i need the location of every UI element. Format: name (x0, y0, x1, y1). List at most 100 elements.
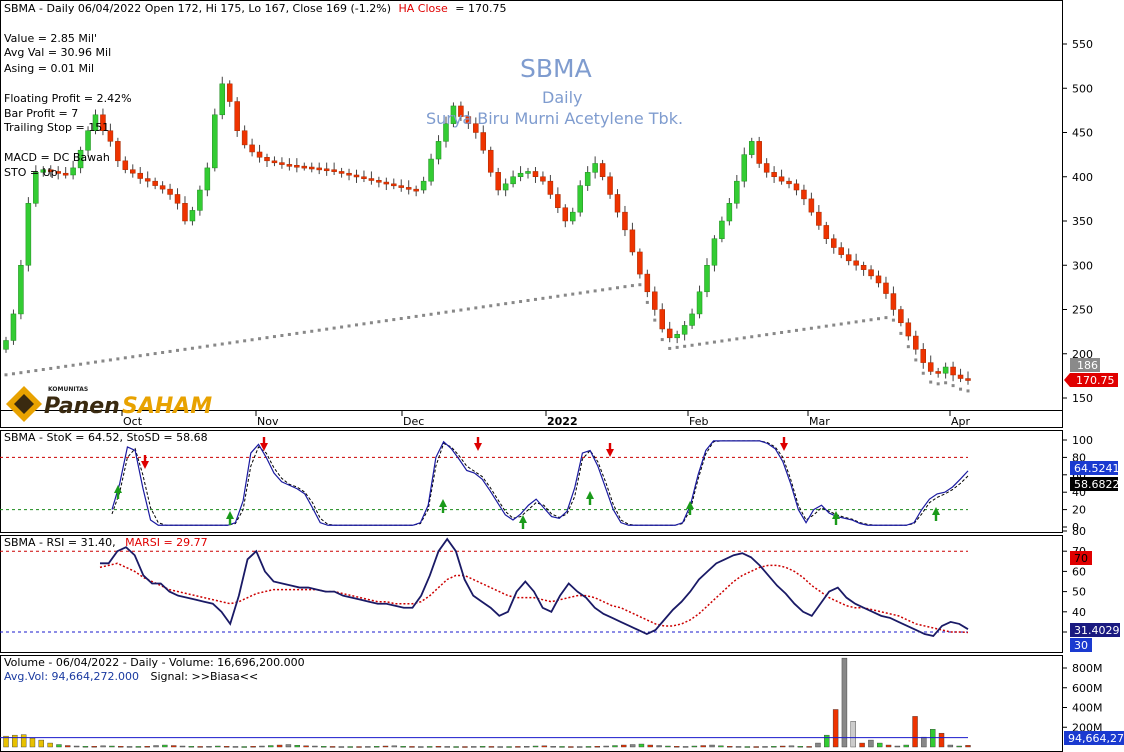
stoch-sell-arrow-stem (262, 437, 266, 443)
candle-body (681, 325, 688, 335)
sar-dot (839, 322, 843, 326)
volume-bar (682, 746, 689, 748)
date-tick-label: Oct (123, 415, 143, 428)
stoch-marker-k-bg (1070, 461, 1118, 475)
marsi-line (99, 562, 969, 634)
candle-body (92, 114, 99, 131)
candle-body (614, 194, 621, 213)
candle-body (517, 172, 524, 178)
candle-body (182, 203, 188, 222)
volume-bar (365, 746, 371, 748)
price-marker-red-pointer (1064, 373, 1070, 387)
candle-body (622, 211, 628, 231)
volume-bar (170, 745, 177, 748)
stoch-sell-arrow-stem (143, 455, 147, 461)
volume-bar (118, 746, 124, 748)
candle-body (629, 229, 636, 253)
candle-body (234, 101, 240, 131)
volume-bar (762, 746, 768, 748)
volume-bar (285, 744, 292, 748)
volume-bar (65, 745, 71, 748)
sar-dot (198, 345, 202, 349)
volume-bar (3, 735, 9, 748)
candle-body (212, 114, 218, 169)
price-marker-gray-bg (1070, 358, 1100, 372)
candle-body (398, 185, 404, 188)
sar-dot (11, 372, 15, 376)
chart-header: SBMA - Daily 06/04/2022 Open 172, Hi 175… (4, 2, 506, 16)
info-floating-profit: Floating Profit = 2.42% (4, 92, 132, 105)
candle-body (405, 187, 412, 190)
candle-body (197, 189, 203, 211)
sar-dot (444, 310, 448, 314)
candle-body (540, 176, 546, 182)
sar-dot (250, 338, 254, 342)
rsi-tick-label: 80 (1072, 525, 1086, 538)
volume-bar (91, 746, 97, 748)
candle-body (555, 194, 561, 208)
volume-bar (903, 744, 909, 748)
header-ohlc: SBMA - Daily 06/04/2022 Open 172, Hi 175… (4, 2, 392, 15)
sar-dot (936, 382, 940, 386)
logo-brand-b: SAHAM (122, 394, 213, 419)
candle-body (584, 172, 591, 186)
sar-dot (914, 358, 918, 362)
sar-dot (377, 320, 381, 324)
volume-bar (391, 745, 398, 748)
sar-dot (437, 311, 441, 315)
sar-dot (347, 324, 351, 328)
volume-bar (197, 746, 203, 748)
sar-dot (504, 302, 508, 306)
candle-body (62, 172, 69, 176)
candle-body (950, 366, 956, 376)
volume-bar (656, 745, 662, 748)
sar-dot (474, 306, 478, 310)
volume-bar (621, 744, 627, 748)
candle-body (376, 180, 382, 183)
watermark-ticker: SBMA (520, 54, 592, 83)
info-macd: MACD = DC Bawah (4, 151, 110, 164)
sar-dot (750, 335, 754, 339)
volume-bar (223, 746, 230, 748)
candle-body (913, 335, 919, 350)
rsi-tick-label: 60 (1072, 565, 1086, 578)
sar-dot (735, 337, 739, 341)
volume-bar (541, 745, 548, 748)
candle-body (935, 371, 941, 374)
candle-body (279, 162, 285, 165)
volume-bar (612, 745, 618, 748)
stoch-marker-d-bg (1070, 477, 1118, 491)
stoch-marker-k: 64.5241 (1074, 462, 1120, 475)
sar-dot (601, 288, 605, 292)
volume-bar (559, 746, 565, 748)
candle-body (70, 167, 76, 176)
candle-body (458, 105, 464, 117)
sar-dot (787, 329, 791, 333)
sar-dot (578, 291, 582, 295)
sar-dot (213, 343, 217, 347)
volume-bar (338, 746, 345, 748)
volume-bar (674, 746, 680, 748)
date-tick-label: Apr (951, 415, 971, 428)
sar-dot (26, 370, 30, 374)
stoch-buy-arrow-stem (441, 507, 445, 513)
sar-dot (496, 303, 500, 307)
rsi-marker-value-bg (1070, 623, 1120, 637)
volume-bar (215, 745, 221, 748)
candle-body (965, 378, 971, 381)
volume-bar (20, 734, 27, 748)
rsi-marker-30: 30 (1074, 639, 1088, 652)
candle-body (100, 114, 106, 131)
candle-body (637, 251, 643, 275)
volume-bar (435, 746, 442, 748)
volume-bar (700, 745, 706, 748)
sar-dot (228, 341, 232, 345)
candle-body (368, 178, 375, 181)
volume-bar (806, 746, 812, 748)
sar-dot (325, 327, 329, 331)
candle-body (644, 273, 651, 293)
stoch-sell-arrow-stem (608, 443, 612, 449)
rsi-label-b: MARSI = 29.77 (125, 536, 208, 549)
candle-body (890, 293, 897, 310)
candle-body (473, 123, 479, 133)
